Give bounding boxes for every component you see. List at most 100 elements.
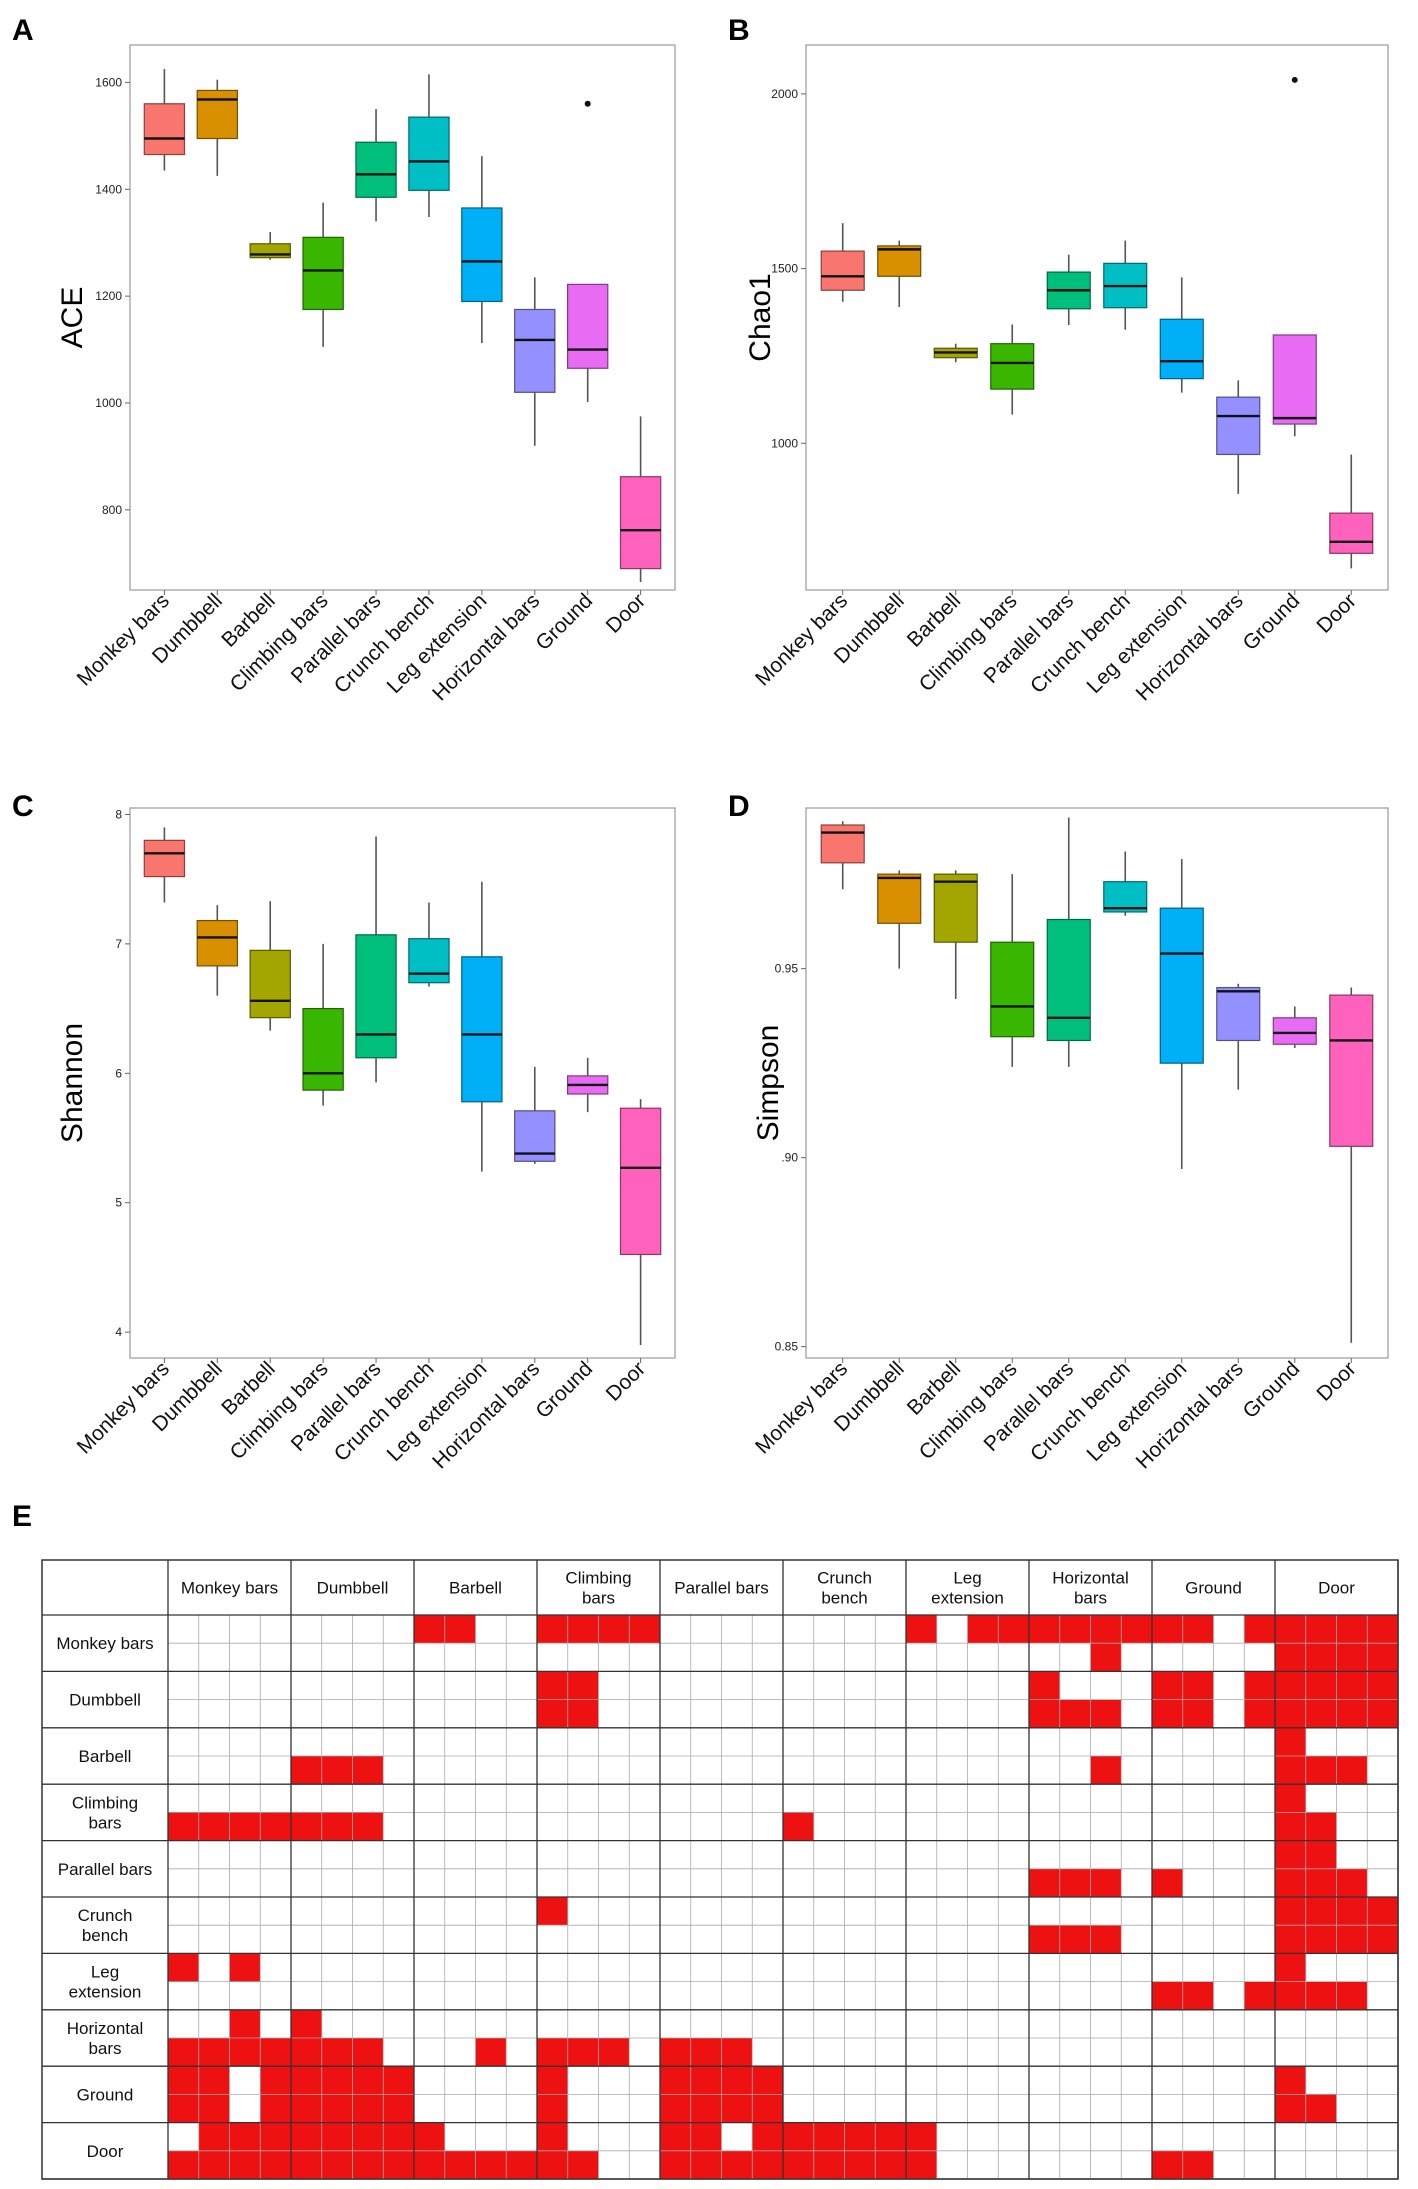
box [196, 89, 239, 140]
significant-cell [1367, 1897, 1398, 1926]
box [196, 919, 239, 967]
significant-cell [752, 2150, 783, 2179]
significant-cell [1305, 1615, 1337, 1644]
significant-cell [906, 2122, 937, 2151]
significant-cell [352, 1756, 384, 1785]
significant-cell [1305, 1897, 1337, 1926]
significant-cell [537, 2150, 568, 2179]
box [990, 941, 1035, 1038]
column-header: bars [582, 1589, 615, 1608]
panel-label-b: B [728, 14, 750, 47]
panel-label-a: A [12, 14, 34, 47]
significant-cell [475, 2038, 507, 2067]
significant-cell [1275, 1784, 1306, 1813]
significant-cell [783, 2150, 814, 2179]
significant-cell [629, 1615, 660, 1644]
significant-cell [1059, 1868, 1091, 1897]
significant-cell [1336, 1981, 1368, 2010]
significant-cell [875, 2150, 906, 2179]
significant-cell [168, 1953, 199, 1982]
y-axis-title: Simpson [752, 1025, 785, 1142]
y-tick-label: 0.85 [775, 1340, 799, 1354]
x-tick-label: Crunch bench [1026, 589, 1135, 698]
significant-cell [229, 1953, 261, 1982]
significant-cell [537, 2122, 568, 2151]
significant-cell [1059, 1699, 1091, 1728]
significant-cell [321, 2066, 353, 2095]
row-header: Barbell [79, 1747, 132, 1766]
column-header: Crunch [817, 1569, 872, 1588]
significant-cell [1275, 1897, 1306, 1926]
significant-cell [1275, 1868, 1306, 1897]
row-header: extension [69, 1983, 142, 2002]
row-header: Dumbbell [69, 1691, 141, 1710]
box [461, 207, 503, 303]
significant-cell [352, 2122, 384, 2151]
significant-cell [291, 1812, 322, 1841]
significant-cell [1182, 2150, 1214, 2179]
significant-cell [1182, 1699, 1214, 1728]
significant-cell [598, 2038, 630, 2067]
panel-label-e: E [12, 1500, 33, 1533]
box [820, 824, 865, 864]
row-header: Door [87, 2142, 124, 2161]
significant-cell [1275, 2094, 1306, 2123]
significant-cell [1275, 1840, 1306, 1869]
x-tick-label: Ground [531, 589, 597, 655]
significant-cell [1090, 1643, 1122, 1672]
box [249, 949, 291, 1019]
box [990, 343, 1035, 390]
significant-cell [721, 2094, 753, 2123]
significant-cell [1244, 1671, 1275, 1700]
x-tick-label: Leg extension [1083, 1357, 1192, 1466]
significant-cell [260, 2066, 291, 2095]
significant-cell [1152, 2150, 1183, 2179]
significant-cell [537, 2094, 568, 2123]
significant-cell [291, 2009, 322, 2038]
significant-cell [1305, 1840, 1337, 1869]
significant-cell [783, 1812, 814, 1841]
significant-cell [537, 2066, 568, 2095]
row-header: Crunch [78, 1906, 133, 1925]
row-header: Parallel bars [58, 1860, 153, 1879]
x-tick-label: Ground [1239, 589, 1305, 655]
significant-cell [1275, 1953, 1306, 1982]
significant-cell [1090, 1925, 1122, 1954]
significant-cell [1152, 1981, 1183, 2010]
significant-cell [1305, 2094, 1337, 2123]
x-tick-label: Climbing bars [915, 1357, 1022, 1464]
x-tick-label: Leg extension [1083, 589, 1192, 698]
significant-cell [198, 2066, 230, 2095]
significant-cell [690, 2150, 722, 2179]
y-tick-label: 1600 [95, 75, 122, 89]
significant-cell [414, 2150, 445, 2179]
significant-cell [1059, 1925, 1091, 1954]
column-header: extension [931, 1589, 1004, 1608]
significant-cell [875, 2122, 906, 2151]
significant-cell [260, 2094, 291, 2123]
significant-cell [168, 2038, 199, 2067]
significant-cell [1305, 1812, 1337, 1841]
significant-cell [383, 2122, 414, 2151]
significant-cell [229, 2150, 261, 2179]
y-tick-label: 8 [115, 807, 122, 821]
significant-cell [291, 2066, 322, 2095]
significant-cell [444, 2150, 476, 2179]
column-header: Monkey bars [181, 1579, 278, 1598]
significant-cell [844, 2122, 876, 2151]
significant-cell [690, 2066, 722, 2095]
significant-cell [1275, 1812, 1306, 1841]
significant-cell [813, 2122, 845, 2151]
significant-cell [198, 2122, 230, 2151]
significant-cell [321, 1812, 353, 1841]
significant-cell [506, 2150, 537, 2179]
significant-cell [321, 2094, 353, 2123]
significant-cell [1336, 1868, 1368, 1897]
significant-cell [1336, 1643, 1368, 1672]
box [355, 934, 397, 1059]
significant-cell [567, 1615, 599, 1644]
significant-cell [690, 2094, 722, 2123]
significant-cell [1367, 1671, 1398, 1700]
